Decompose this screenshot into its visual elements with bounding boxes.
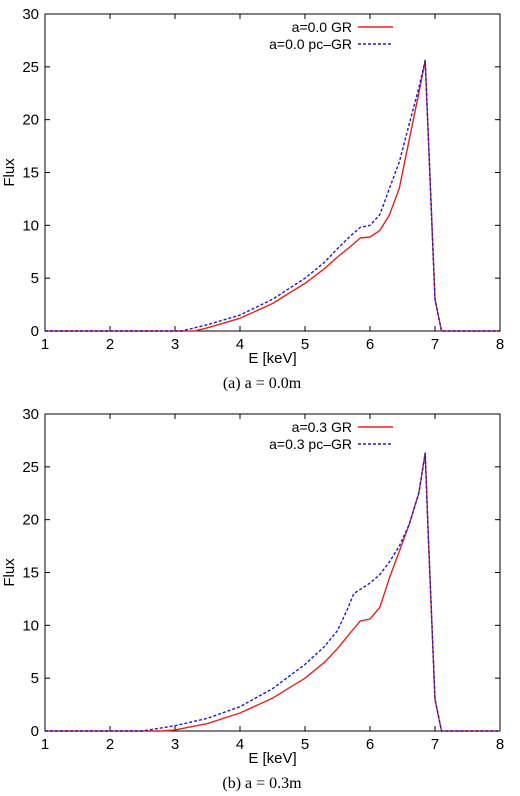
series-line-1 bbox=[45, 59, 500, 332]
y-tick-label: 25 bbox=[22, 459, 39, 476]
y-tick-label: 30 bbox=[22, 406, 39, 423]
x-tick-label: 5 bbox=[301, 336, 309, 353]
x-tick-label: 7 bbox=[431, 736, 439, 753]
legend-label: a=0.3 GR bbox=[292, 419, 352, 435]
panel-a: 1 2 3 4 5 6 7 8 0 5 10 15 20 25 30 E [keV] Flux a=0.0 GRa… bbox=[1, 6, 504, 367]
y-tick-label: 25 bbox=[22, 59, 39, 76]
y-axis-label: Flux bbox=[1, 558, 18, 587]
y-tick-label: 5 bbox=[31, 670, 39, 687]
y-tick-label: 0 bbox=[31, 723, 39, 740]
y-tick-label: 10 bbox=[22, 617, 39, 634]
plot-frame bbox=[44, 13, 501, 332]
plot-frame bbox=[44, 413, 501, 732]
legend-label: a=0.0 pc–GR bbox=[269, 36, 352, 52]
y-tick-label: 0 bbox=[31, 323, 39, 340]
legend-label: a=0.0 GR bbox=[292, 19, 352, 35]
legend-label: a=0.3 pc–GR bbox=[269, 436, 352, 452]
y-tick-label: 15 bbox=[22, 565, 39, 582]
x-tick-label: 2 bbox=[106, 736, 114, 753]
x-tick-label: 1 bbox=[41, 336, 49, 353]
panel-a-caption: (a) a = 0.0m bbox=[223, 375, 302, 392]
x-tick-label: 3 bbox=[171, 336, 179, 353]
x-tick-label: 3 bbox=[171, 736, 179, 753]
x-tick-label: 8 bbox=[496, 336, 504, 353]
x-tick-label: 7 bbox=[431, 336, 439, 353]
series-line-0 bbox=[45, 59, 500, 332]
panel-b-caption: (b) a = 0.3m bbox=[222, 775, 302, 792]
y-tick-label: 10 bbox=[22, 217, 39, 234]
x-tick-label: 6 bbox=[366, 736, 374, 753]
x-tick-label: 5 bbox=[301, 736, 309, 753]
series-line-1 bbox=[45, 452, 500, 732]
y-tick-label: 5 bbox=[31, 270, 39, 287]
y-tick-label: 30 bbox=[22, 6, 39, 23]
x-tick-label: 8 bbox=[496, 736, 504, 753]
y-tick-label: 20 bbox=[22, 512, 39, 529]
y-tick-label: 20 bbox=[22, 112, 39, 129]
panel-b: 1 2 3 4 5 6 7 8 0 5 10 15 20 25 30 E [keV] Flux a=0.3 GRa… bbox=[1, 406, 504, 767]
x-tick-label: 1 bbox=[41, 736, 49, 753]
x-tick-label: 4 bbox=[236, 736, 244, 753]
x-tick-label: 4 bbox=[236, 336, 244, 353]
y-axis-label: Flux bbox=[1, 158, 18, 187]
x-axis-label: E [keV] bbox=[248, 750, 296, 767]
x-tick-label: 6 bbox=[366, 336, 374, 353]
x-tick-label: 2 bbox=[106, 336, 114, 353]
y-tick-label: 15 bbox=[22, 165, 39, 182]
x-axis-label: E [keV] bbox=[248, 350, 296, 367]
